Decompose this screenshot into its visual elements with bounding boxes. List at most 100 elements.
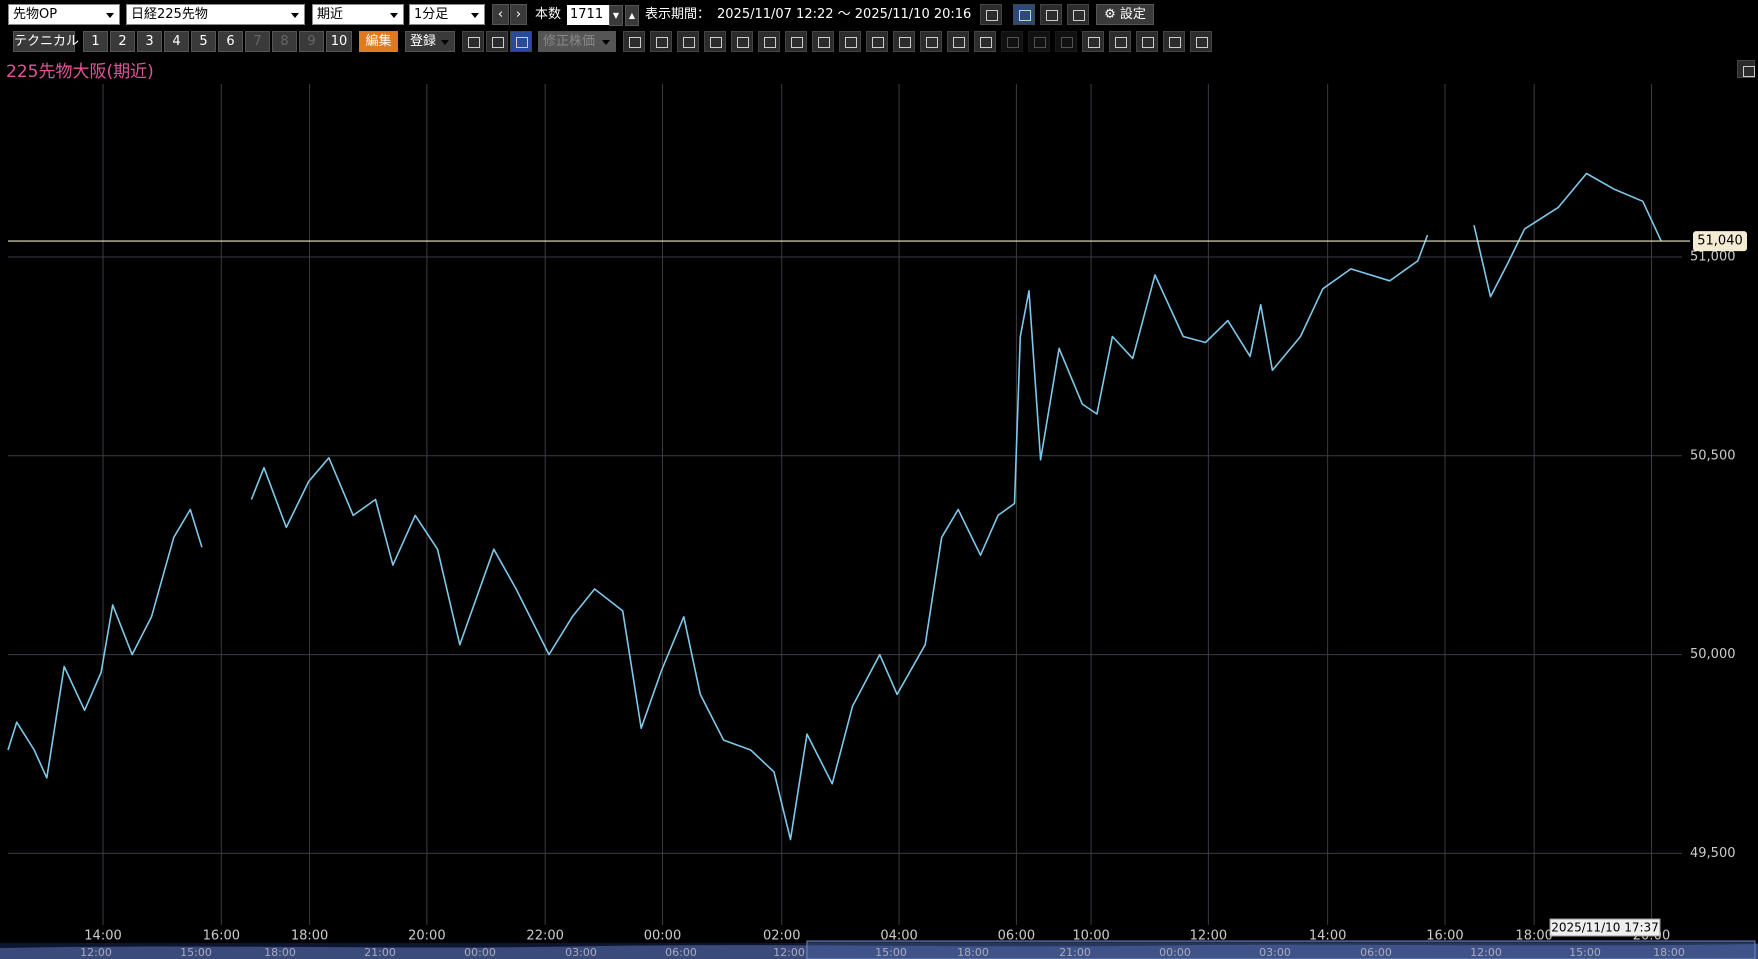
- adjusted-select[interactable]: 修正株価: [538, 31, 616, 52]
- edit-button[interactable]: 編集: [359, 31, 398, 52]
- x-tick-label: 18:00: [291, 929, 328, 944]
- tool-icon[interactable]: [704, 31, 726, 52]
- tool-icon[interactable]: [650, 31, 672, 52]
- navigator-area: [0, 944, 1758, 959]
- print-icon[interactable]: [1040, 4, 1062, 25]
- market-select[interactable]: 先物OP: [8, 4, 120, 25]
- tool-icon[interactable]: [866, 31, 888, 52]
- price-line: [1473, 172, 1662, 298]
- navigator-label: 00:00: [1159, 946, 1191, 959]
- number-button[interactable]: 4: [164, 31, 189, 52]
- price-label: 51,040: [1697, 234, 1743, 249]
- tool-icon[interactable]: [1055, 31, 1077, 52]
- number-button[interactable]: 1: [83, 31, 108, 52]
- bars-input[interactable]: 1711: [567, 5, 609, 25]
- tool-icon[interactable]: [785, 31, 807, 52]
- cursor-time-box: [1549, 918, 1661, 937]
- navigator-label: 18:00: [957, 946, 989, 959]
- x-tick-label: 10:00: [1072, 929, 1109, 944]
- navigator-label: 12:00: [1470, 946, 1502, 959]
- navigator-window: [806, 940, 1756, 959]
- x-tick-label: 20:00: [1633, 929, 1670, 944]
- tool-icon[interactable]: [893, 31, 915, 52]
- number-button[interactable]: 2: [110, 31, 135, 52]
- tool-icon[interactable]: [1163, 31, 1185, 52]
- navigator-bg: [0, 943, 1758, 959]
- period-value: 2025/11/07 12:22 ～ 2025/11/10 20:16: [717, 7, 972, 22]
- number-button[interactable]: 7: [245, 31, 270, 52]
- navigator-label: 06:00: [1360, 946, 1392, 959]
- x-tick-label: 02:00: [763, 929, 800, 944]
- navigator-label: 21:00: [1059, 946, 1091, 959]
- number-button[interactable]: 6: [218, 31, 243, 52]
- zoom-in-icon[interactable]: [462, 31, 484, 52]
- y-tick-label: 51,000: [1690, 249, 1736, 264]
- undo-icon[interactable]: [980, 4, 1002, 25]
- tool-icon[interactable]: [1028, 31, 1050, 52]
- collapse-button[interactable]: [1737, 60, 1755, 78]
- period-label: 表示期間：: [645, 7, 711, 22]
- tool-icon[interactable]: [920, 31, 942, 52]
- tool-icon[interactable]: [974, 31, 996, 52]
- navigator-label: 00:00: [464, 946, 496, 959]
- tool-icon[interactable]: [947, 31, 969, 52]
- export-icon[interactable]: [1067, 4, 1089, 25]
- chart-title: 225先物大阪(期近): [6, 62, 154, 82]
- price-label-box: [1693, 231, 1747, 252]
- crosshair-icon[interactable]: [510, 31, 532, 52]
- bars-dropdown[interactable]: ▼: [609, 5, 623, 26]
- chart-icon[interactable]: [1013, 4, 1035, 25]
- x-tick-label: 22:00: [526, 929, 563, 944]
- tool-icon[interactable]: [758, 31, 780, 52]
- x-tick-label: 12:00: [1190, 929, 1227, 944]
- x-tick-label: 16:00: [1426, 929, 1463, 944]
- x-tick-label: 00:00: [644, 929, 681, 944]
- navigator-label: 21:00: [364, 946, 396, 959]
- contract-select[interactable]: 期近: [312, 4, 404, 25]
- next-button[interactable]: ›: [510, 4, 527, 25]
- number-button[interactable]: 5: [191, 31, 216, 52]
- navigator-label: 15:00: [1569, 946, 1601, 959]
- navigator-label: 03:00: [1259, 946, 1291, 959]
- navigator-label: 18:00: [264, 946, 296, 959]
- tool-icon[interactable]: [812, 31, 834, 52]
- price-line: [7, 508, 203, 779]
- x-tick-label: 20:00: [408, 929, 445, 944]
- navigator-label: 12:00: [80, 946, 112, 959]
- tool-icon[interactable]: [731, 31, 753, 52]
- number-button[interactable]: 8: [272, 31, 297, 52]
- x-tick-label: 06:00: [998, 929, 1035, 944]
- navigator-label: 15:00: [875, 946, 907, 959]
- y-tick-label: 50,500: [1690, 448, 1736, 463]
- y-tick-label: 50,000: [1690, 647, 1736, 662]
- symbol-select[interactable]: 日経225先物: [126, 4, 305, 25]
- tool-icon[interactable]: [839, 31, 861, 52]
- navigator-label: 03:00: [565, 946, 597, 959]
- navigator-label: 06:00: [665, 946, 697, 959]
- technical-button[interactable]: テクニカル: [13, 31, 79, 52]
- x-tick-label: 14:00: [84, 929, 121, 944]
- x-tick-label: 18:00: [1515, 929, 1552, 944]
- zoom-out-icon[interactable]: [486, 31, 508, 52]
- tool-icon[interactable]: [623, 31, 645, 52]
- interval-select[interactable]: 1分足: [409, 4, 485, 25]
- number-button[interactable]: 10: [326, 31, 352, 52]
- tool-icon[interactable]: [1190, 31, 1212, 52]
- navigator-label: 15:00: [180, 946, 212, 959]
- tool-icon[interactable]: [677, 31, 699, 52]
- tool-icon[interactable]: [1082, 31, 1104, 52]
- settings-button[interactable]: ⚙ 設定: [1096, 4, 1154, 25]
- y-tick-label: 49,500: [1690, 846, 1736, 861]
- bars-label: 本数: [535, 7, 562, 22]
- bars-spin[interactable]: ▲: [625, 5, 639, 26]
- settings-label: 設定: [1119, 7, 1146, 22]
- number-button[interactable]: 9: [299, 31, 324, 52]
- number-button[interactable]: 3: [137, 31, 162, 52]
- tool-icon[interactable]: [1001, 31, 1023, 52]
- register-select[interactable]: 登録: [405, 31, 455, 52]
- tool-icon[interactable]: [1109, 31, 1131, 52]
- tool-icon[interactable]: [1136, 31, 1158, 52]
- prev-button[interactable]: ‹: [492, 4, 509, 25]
